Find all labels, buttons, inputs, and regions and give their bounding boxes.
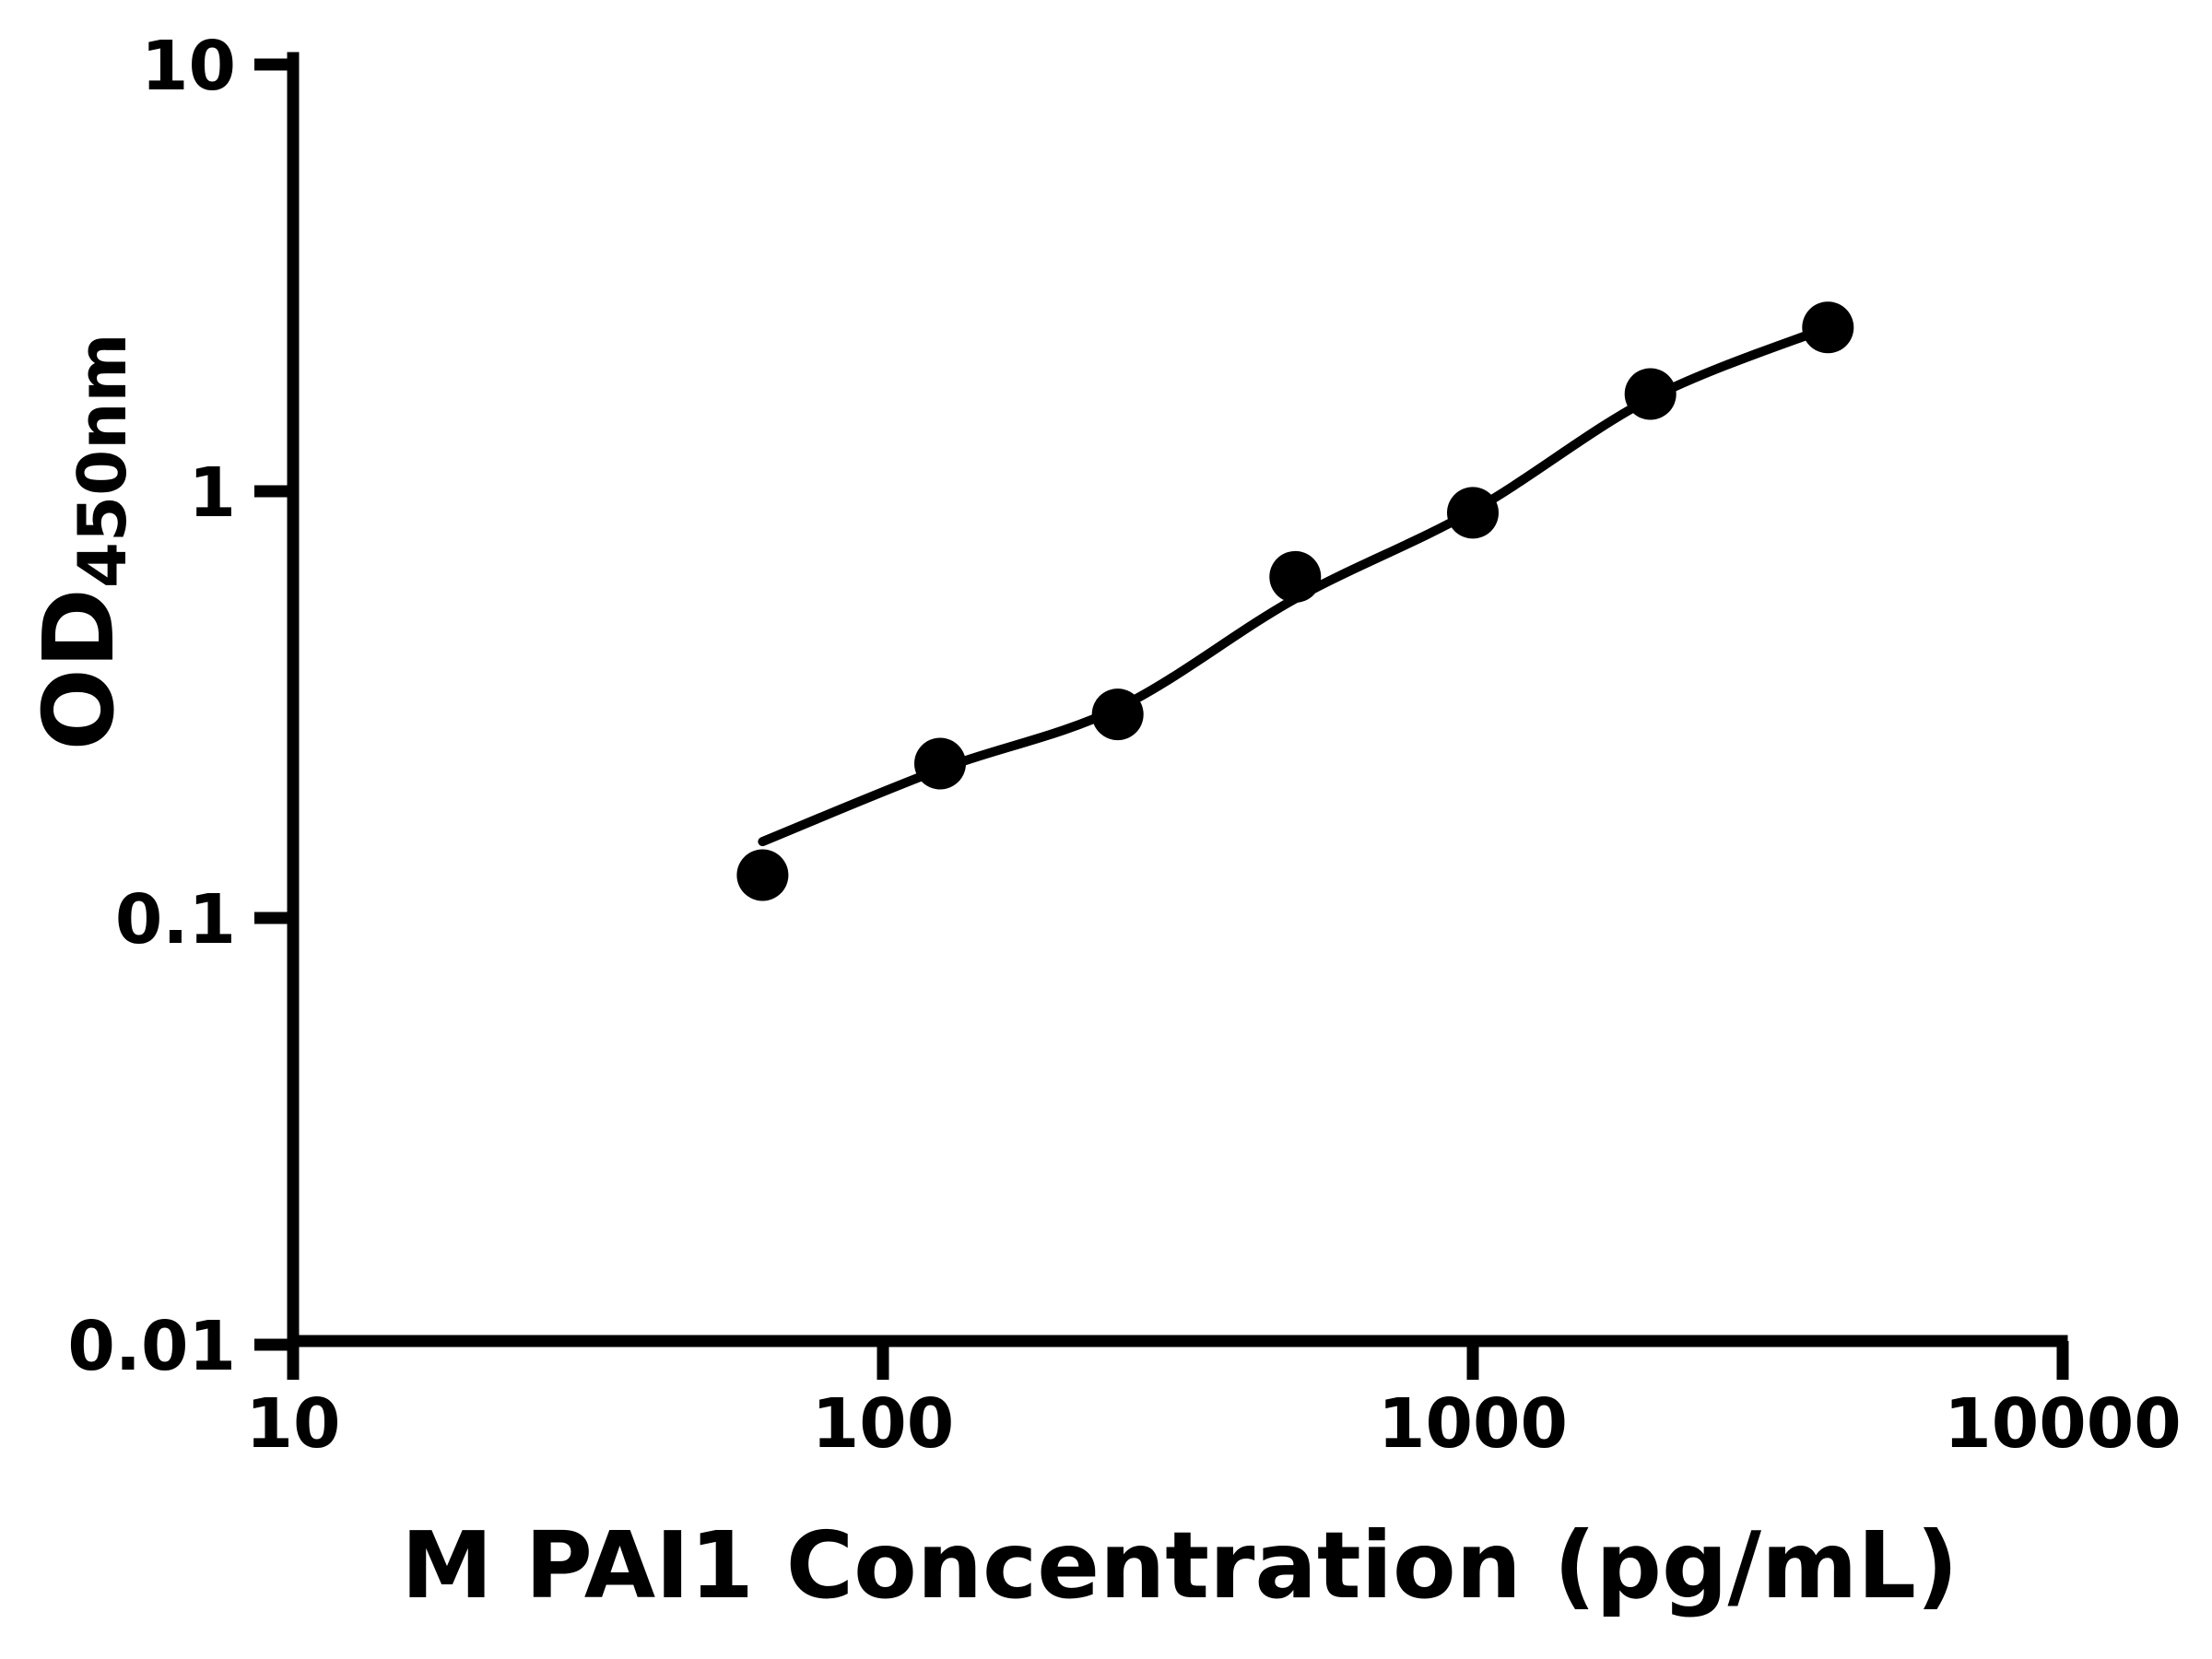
data-point xyxy=(1802,301,1854,354)
data-point xyxy=(1447,487,1499,539)
y-tick-label: 0.01 xyxy=(67,1307,236,1386)
x-axis-ticks xyxy=(287,1341,2069,1380)
y-tick-label: 1 xyxy=(189,453,237,533)
x-tick-label: 100 xyxy=(812,1384,954,1464)
x-tick-label: 10 xyxy=(246,1384,341,1464)
x-axis-title: M PAI1 Concentration (pg/mL) xyxy=(401,1512,1958,1619)
x-tick-label: 1000 xyxy=(1378,1384,1568,1464)
y-axis-title-main: OD xyxy=(23,588,135,750)
data-point xyxy=(1091,688,1144,741)
data-points xyxy=(736,301,1854,901)
data-point xyxy=(1269,550,1322,603)
data-point xyxy=(1624,368,1677,420)
y-axis-ticks xyxy=(254,58,293,1351)
y-axis-title-subscript: 450nm xyxy=(64,334,141,589)
y-tick-label: 0.1 xyxy=(115,880,236,959)
x-axis-tick-labels: 10 100 1000 10000 xyxy=(246,1384,2182,1464)
y-tick-label: 10 xyxy=(141,27,236,106)
y-axis-title: OD450nm xyxy=(23,334,141,751)
x-tick-label: 10000 xyxy=(1944,1384,2181,1464)
y-axis-tick-labels: 10 1 0.1 0.01 xyxy=(67,27,236,1386)
data-point xyxy=(914,737,966,790)
data-point xyxy=(736,849,789,901)
